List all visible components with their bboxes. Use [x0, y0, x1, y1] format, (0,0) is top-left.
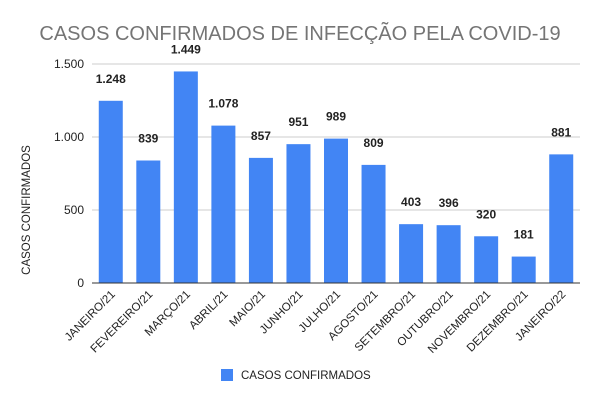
data-label: 396 — [439, 196, 459, 210]
data-label: 1.248 — [96, 72, 126, 86]
bar — [511, 256, 536, 283]
bar — [136, 160, 161, 283]
x-axis-ticks: JANEIRO/21FEVEREIRO/21MARÇO/21ABRIL/21MA… — [63, 289, 568, 356]
bar — [324, 138, 348, 283]
bar — [436, 225, 461, 283]
data-label: 839 — [138, 132, 158, 146]
data-label: 809 — [364, 136, 384, 150]
data-labels: 1.248 839 1.449 1.078 857 951 989 809 403 396 320 1… — [96, 42, 572, 241]
bar — [399, 224, 424, 283]
data-label: 881 — [551, 125, 571, 139]
y-tick-label: 1.000 — [54, 130, 84, 144]
bar — [474, 236, 499, 283]
data-label: 1.449 — [171, 42, 201, 56]
y-axis-label: CASOS CONFIRMADOS — [21, 145, 33, 275]
legend: CASOS CONFIRMADOS — [221, 369, 371, 382]
bar — [173, 71, 198, 283]
y-axis-ticks: 0 500 1.000 1.500 — [54, 57, 84, 290]
bar — [549, 154, 574, 283]
y-tick-label: 1.500 — [54, 57, 84, 71]
y-tick-label: 500 — [64, 203, 84, 217]
data-label: 951 — [288, 115, 308, 129]
data-label: 989 — [326, 110, 346, 124]
chart-title: CASOS CONFIRMADOS DE INFECÇÃO PELA COVID… — [39, 21, 560, 45]
legend-label: CASOS CONFIRMADOS — [241, 370, 371, 382]
y-tick-label: 0 — [77, 276, 84, 290]
data-label: 181 — [514, 228, 534, 242]
bars — [98, 71, 574, 284]
data-label: 1.078 — [208, 97, 238, 111]
bar — [211, 125, 236, 283]
bar — [286, 144, 311, 283]
bar — [361, 164, 386, 283]
data-label: 403 — [401, 195, 421, 209]
data-label: 320 — [476, 207, 496, 221]
bar — [248, 157, 273, 283]
data-label: 857 — [251, 129, 271, 143]
x-tick-label: ABRIL/21 — [187, 289, 230, 332]
bar — [98, 100, 123, 284]
legend-swatch — [221, 369, 233, 381]
